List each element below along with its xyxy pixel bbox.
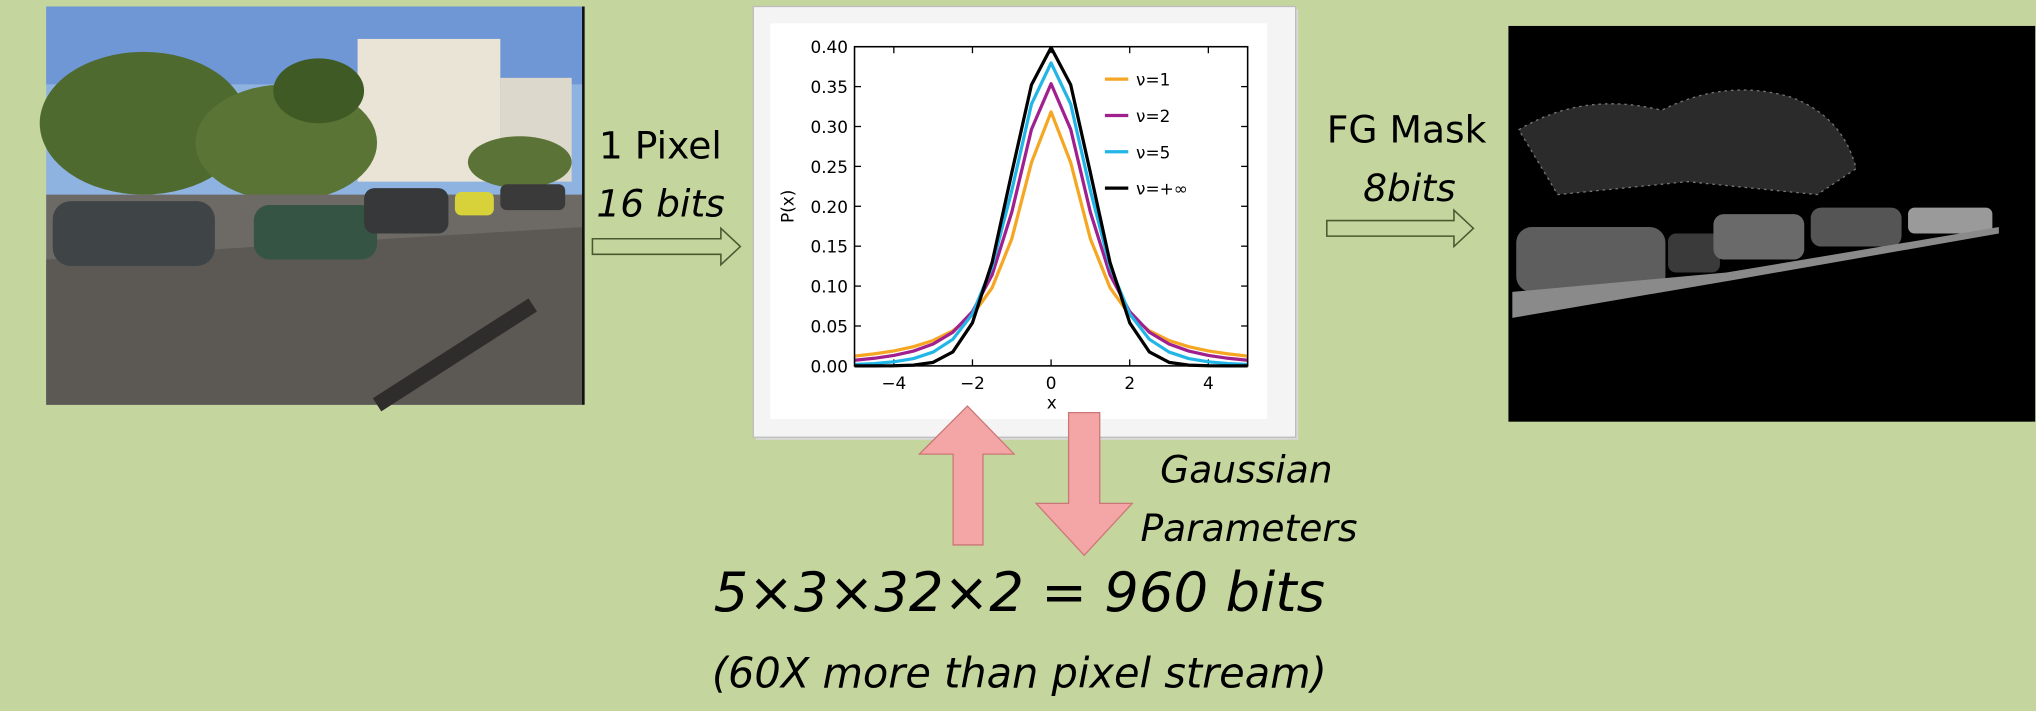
y-tick-label: 0.05 (810, 316, 848, 336)
foreground-mask (1508, 25, 2036, 422)
street-photo (39, 6, 585, 412)
input-arrow (591, 226, 742, 267)
input-bits: 16 bits (596, 182, 724, 226)
y-tick-label: 0.35 (810, 77, 848, 97)
y-tick-label: 0.25 (810, 157, 848, 177)
param-label-1: Gaussian (1160, 448, 1333, 492)
up-arrow (917, 405, 1016, 546)
y-tick-label: 0.15 (810, 237, 848, 257)
down-arrow (1034, 411, 1134, 557)
output-bits: 8bits (1363, 166, 1456, 210)
x-tick-label: 0 (1046, 373, 1057, 393)
chart: P(x) x 0.00 0.05 0.10 0.15 0.20 0.25 0.30 0.35 0… (778, 37, 1249, 413)
legend-label: ν=1 (1136, 70, 1170, 90)
plot-frame (853, 45, 1249, 367)
y-tick-label: 0.10 (810, 277, 848, 297)
legend-label: ν=2 (1136, 106, 1170, 126)
series-line (854, 82, 1248, 362)
x-tick-label: −2 (960, 373, 985, 393)
legend-label: ν=5 (1136, 142, 1170, 162)
x-tick-label: 2 (1124, 373, 1135, 393)
input-label: 1 Pixel (599, 123, 722, 167)
series-line (854, 61, 1248, 367)
chart-background (770, 23, 1268, 420)
param-label-2: Parameters (1140, 506, 1357, 550)
output-arrow (1326, 208, 1475, 249)
y-tick-label: 0.30 (810, 117, 848, 137)
legend-label: ν=+∞ (1136, 179, 1188, 199)
series-line (854, 45, 1248, 368)
series-line (854, 110, 1248, 358)
note: (60X more than pixel stream) (712, 649, 1327, 698)
output-label: FG Mask (1327, 108, 1487, 152)
x-tick-label: −4 (881, 373, 906, 393)
y-axis-label: P(x) (778, 190, 798, 223)
equation: 5×3×32×2 = 960 bits (714, 560, 1325, 624)
y-tick-label: 0.20 (810, 197, 848, 217)
x-tick-label: 4 (1203, 373, 1214, 393)
y-tick-label: 0.00 (810, 356, 848, 376)
x-axis-label: x (1047, 393, 1057, 413)
y-tick-label: 0.40 (810, 37, 848, 57)
